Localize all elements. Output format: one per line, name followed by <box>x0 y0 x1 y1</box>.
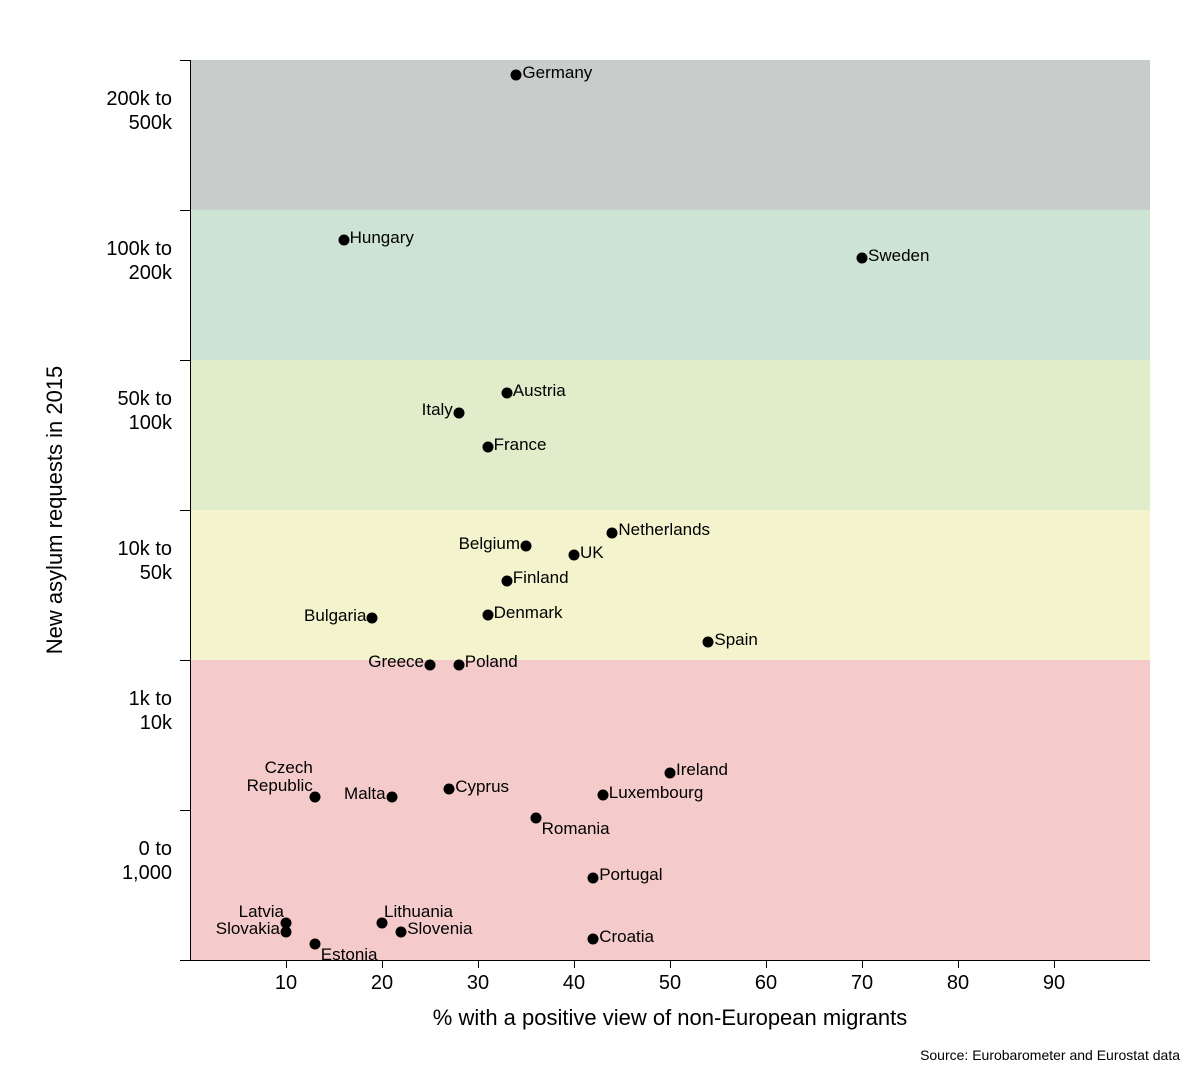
y-axis-title: New asylum requests in 2015 <box>42 366 68 655</box>
data-point <box>425 659 436 670</box>
data-point-label: Denmark <box>494 604 563 622</box>
y-tick-mark <box>180 60 190 61</box>
data-point <box>607 527 618 538</box>
data-point <box>521 541 532 552</box>
data-point <box>281 926 292 937</box>
x-tick-label: 20 <box>371 972 393 995</box>
data-point-label: Latvia <box>239 903 284 921</box>
y-tick-mark <box>180 360 190 361</box>
y-band-label: 100k to200k <box>106 237 172 285</box>
data-point <box>501 575 512 586</box>
y-axis-line <box>190 60 191 960</box>
y-tick-mark <box>180 810 190 811</box>
x-tick-mark <box>766 960 767 968</box>
y-tick-mark <box>180 660 190 661</box>
scatter-chart: Germany Hungary Sweden Austria Italy France Ne… <box>190 60 1150 960</box>
x-tick-mark <box>958 960 959 968</box>
data-point-label: Bulgaria <box>304 607 366 625</box>
data-point-label: Malta <box>344 785 386 803</box>
y-band-label: 50k to100k <box>118 387 172 435</box>
y-band-label: 10k to50k <box>118 537 172 585</box>
data-point <box>857 253 868 264</box>
source-text: Source: Eurobarometer and Eurostat data <box>920 1047 1180 1063</box>
data-point-label: Belgium <box>459 535 520 553</box>
data-point <box>569 550 580 561</box>
data-point <box>511 70 522 81</box>
data-point <box>703 637 714 648</box>
data-point <box>453 407 464 418</box>
y-tick-mark <box>180 210 190 211</box>
data-point-label: Croatia <box>599 928 654 946</box>
data-point-label: Lithuania <box>384 903 453 921</box>
data-point-label: Hungary <box>350 229 414 247</box>
x-tick-mark <box>286 960 287 968</box>
x-tick-label: 10 <box>275 972 297 995</box>
data-point-label: Germany <box>522 64 592 82</box>
x-tick-mark <box>478 960 479 968</box>
data-point <box>396 926 407 937</box>
data-point <box>367 613 378 624</box>
y-band-label: 0 to1,000 <box>122 837 172 885</box>
data-point-label: Luxembourg <box>609 784 704 802</box>
data-point-label: Sweden <box>868 247 929 265</box>
data-point <box>588 934 599 945</box>
data-point-label: Greece <box>368 653 424 671</box>
data-point-label: Italy <box>422 401 453 419</box>
data-point <box>482 442 493 453</box>
x-tick-label: 60 <box>755 972 777 995</box>
x-tick-label: 40 <box>563 972 585 995</box>
data-point-label: Netherlands <box>618 521 710 539</box>
y-band <box>190 810 1150 960</box>
data-point-label: Spain <box>714 631 757 649</box>
data-point <box>338 235 349 246</box>
data-point <box>597 790 608 801</box>
x-tick-label: 30 <box>467 972 489 995</box>
x-tick-label: 80 <box>947 972 969 995</box>
data-point <box>665 767 676 778</box>
data-point-label: Poland <box>465 653 518 671</box>
x-tick-mark <box>382 960 383 968</box>
data-point-label: Cyprus <box>455 778 509 796</box>
data-point-label: Finland <box>513 569 569 587</box>
data-point-label: France <box>494 436 547 454</box>
data-point-label: Austria <box>513 382 566 400</box>
data-point <box>530 812 541 823</box>
y-band-label: 200k to500k <box>106 87 172 135</box>
y-tick-mark <box>180 510 190 511</box>
x-tick-mark <box>670 960 671 968</box>
x-axis-title: % with a positive view of non-European m… <box>433 1005 907 1031</box>
data-point-label: CzechRepublic <box>247 759 313 795</box>
data-point-label: Romania <box>542 820 610 838</box>
data-point <box>386 791 397 802</box>
x-tick-label: 50 <box>659 972 681 995</box>
data-point-label: Slovakia <box>216 920 280 938</box>
y-band-label: 1k to10k <box>129 687 172 735</box>
x-tick-label: 70 <box>851 972 873 995</box>
y-band <box>190 60 1150 210</box>
data-point-label: UK <box>580 544 604 562</box>
data-point-label: Ireland <box>676 761 728 779</box>
data-point <box>309 938 320 949</box>
data-point-label: Slovenia <box>407 920 472 938</box>
y-band <box>190 210 1150 360</box>
x-tick-mark <box>574 960 575 968</box>
data-point <box>501 388 512 399</box>
data-point <box>588 872 599 883</box>
y-tick-mark <box>180 960 190 961</box>
y-band <box>190 360 1150 510</box>
x-tick-label: 90 <box>1043 972 1065 995</box>
data-point <box>444 784 455 795</box>
data-point <box>453 659 464 670</box>
data-point-label: Portugal <box>599 866 662 884</box>
x-tick-mark <box>862 960 863 968</box>
data-point <box>482 610 493 621</box>
x-tick-mark <box>1054 960 1055 968</box>
